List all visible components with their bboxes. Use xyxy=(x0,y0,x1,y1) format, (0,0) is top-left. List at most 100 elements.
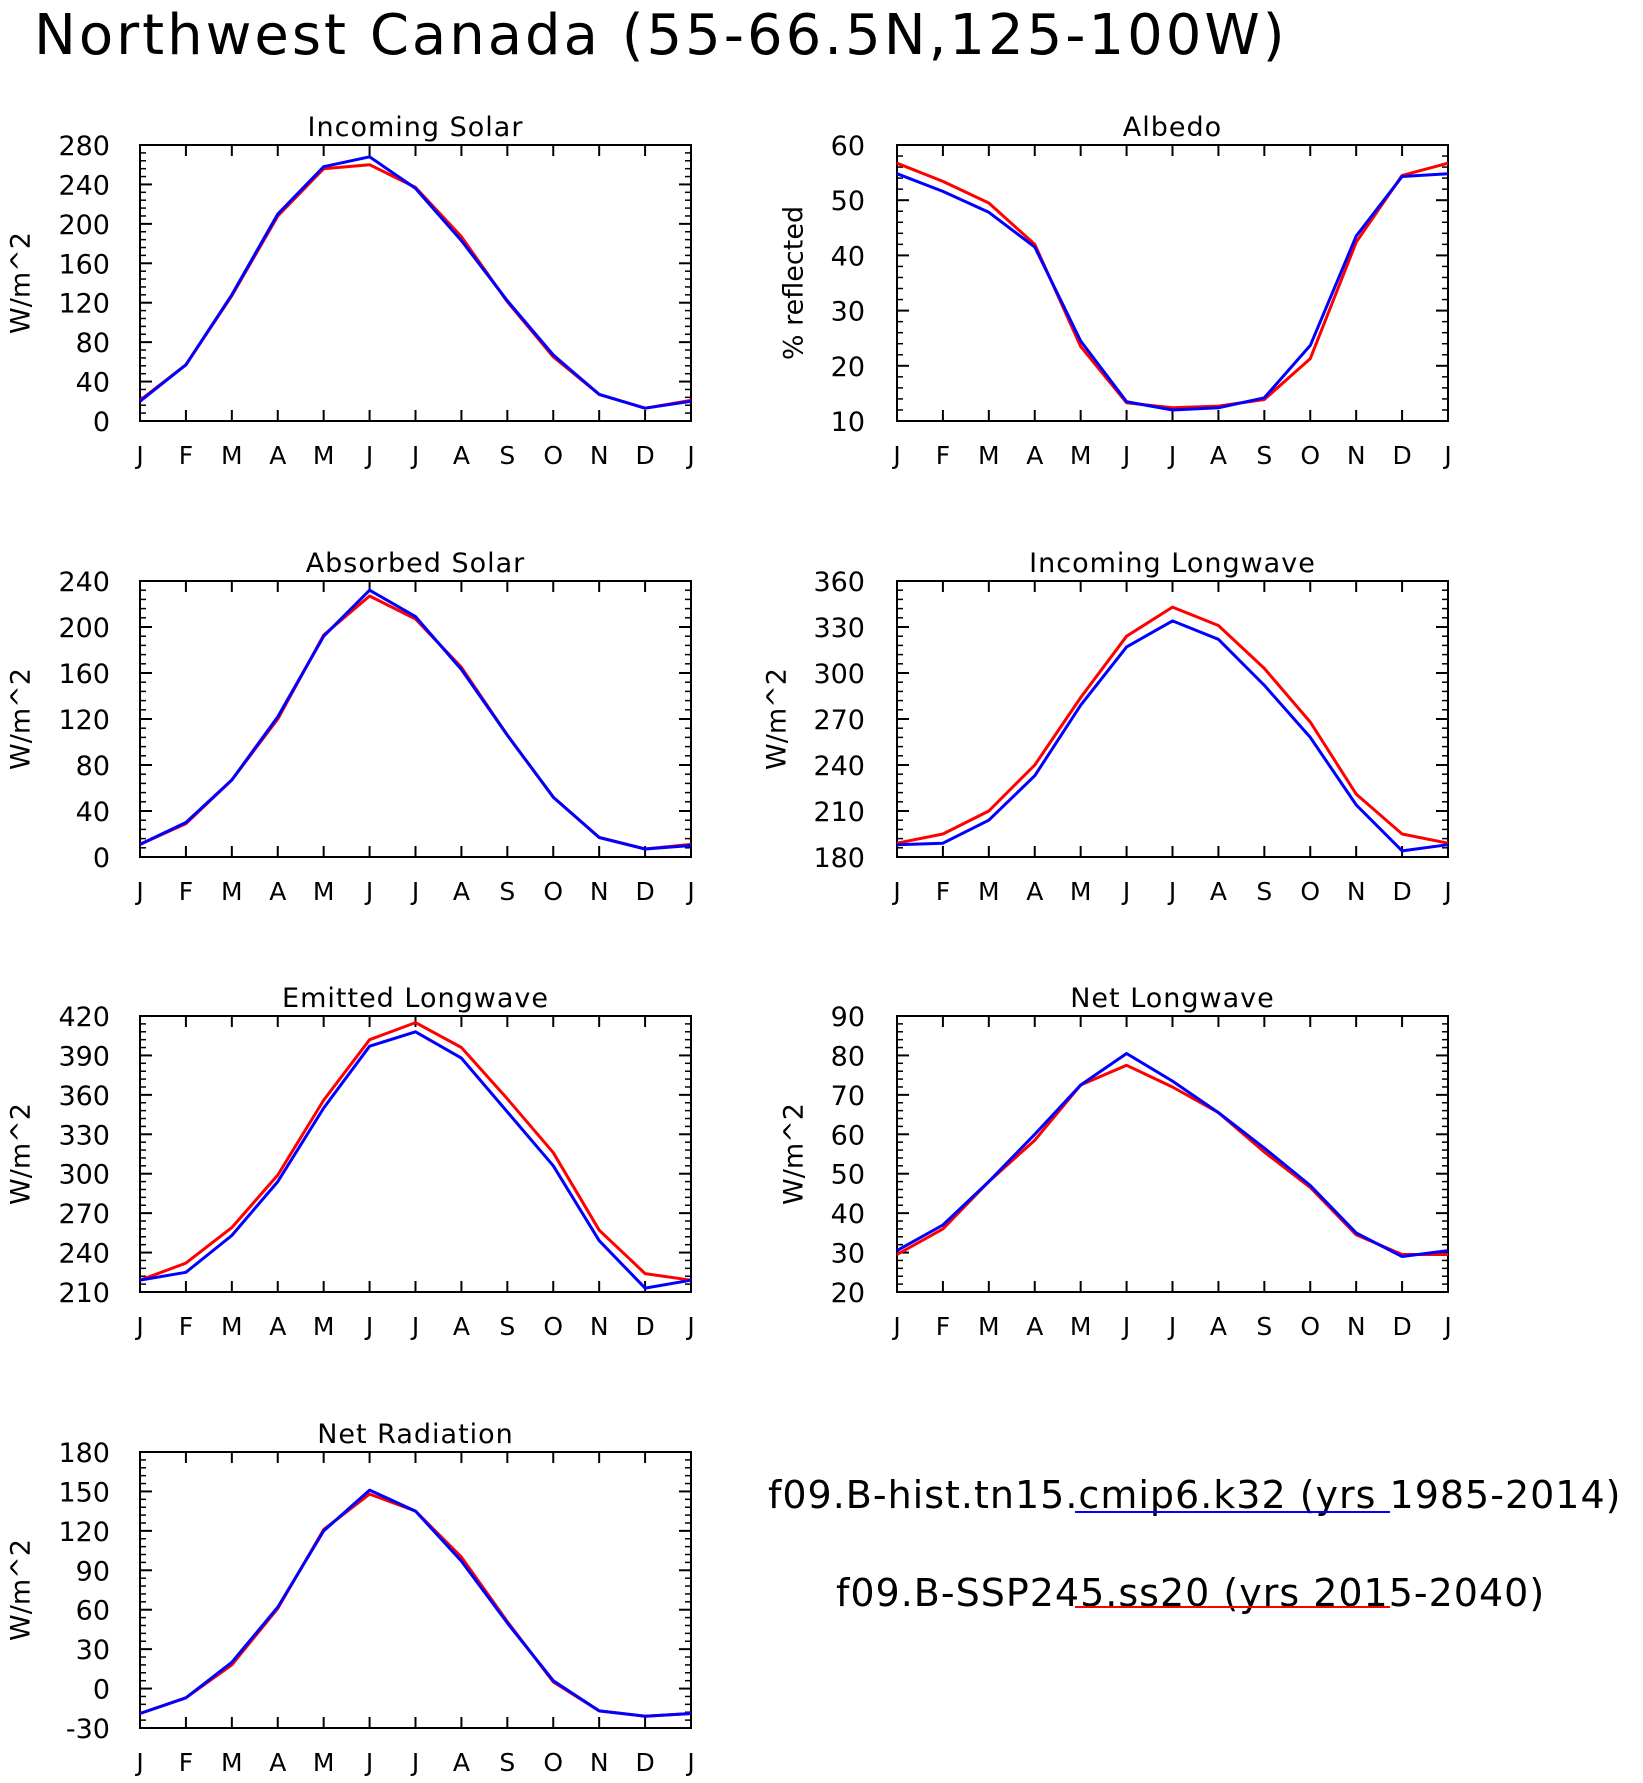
x-tick-label: J xyxy=(1442,1312,1451,1341)
y-tick-label: 20 xyxy=(831,352,865,383)
x-tick-label: O xyxy=(543,877,563,906)
x-tick-label: J xyxy=(1121,441,1130,470)
y-tick-label: 390 xyxy=(58,1041,110,1072)
x-tick-label: J xyxy=(891,1312,900,1341)
series-line-ssp xyxy=(139,594,692,851)
x-tick-label: A xyxy=(453,877,470,906)
x-tick-label: J xyxy=(685,1748,694,1777)
x-tick-label: A xyxy=(1210,441,1227,470)
y-axis-label: W/m^2 xyxy=(6,1103,37,1205)
y-tick-label: 240 xyxy=(58,567,110,598)
x-tick-label: F xyxy=(936,1312,950,1341)
x-tick-label: F xyxy=(179,441,193,470)
x-tick-label: J xyxy=(685,877,694,906)
x-tick-label: A xyxy=(269,877,286,906)
panel-title: Absorbed Solar xyxy=(306,548,526,579)
y-tick-label: 300 xyxy=(58,1160,110,1191)
x-tick-label: N xyxy=(590,441,609,470)
x-tick-label: J xyxy=(1167,441,1176,470)
series-line-ssp xyxy=(139,1021,692,1282)
y-tick-label: 180 xyxy=(813,843,865,874)
x-tick-label: J xyxy=(891,877,900,906)
y-tick-label: 300 xyxy=(813,659,865,690)
x-tick-label: J xyxy=(1442,877,1451,906)
y-axis-label: W/m^2 xyxy=(6,232,37,334)
y-tick-label: 60 xyxy=(831,131,865,162)
panel-title: Incoming Solar xyxy=(308,112,524,143)
y-tick-label: 270 xyxy=(813,705,865,736)
x-tick-label: M xyxy=(313,1748,335,1777)
series-line-hist xyxy=(896,619,1449,853)
x-tick-label: J xyxy=(410,1312,419,1341)
x-tick-label: A xyxy=(1026,877,1043,906)
series-line-ssp xyxy=(139,1492,692,1718)
panel-title: Emitted Longwave xyxy=(282,983,549,1014)
y-tick-label: 330 xyxy=(813,613,865,644)
x-tick-label: M xyxy=(978,441,1000,470)
y-axis-label: % reflected xyxy=(779,206,810,360)
x-tick-label: A xyxy=(269,441,286,470)
y-tick-label: 240 xyxy=(58,170,110,201)
x-tick-label: O xyxy=(1300,1312,1320,1341)
x-tick-label: D xyxy=(635,441,654,470)
x-tick-label: F xyxy=(179,1312,193,1341)
series-line-ssp xyxy=(896,605,1449,845)
y-tick-label: 70 xyxy=(831,1081,865,1112)
x-tick-label: J xyxy=(134,1748,143,1777)
x-tick-label: S xyxy=(1256,441,1272,470)
x-tick-label: J xyxy=(1121,877,1130,906)
x-tick-label: J xyxy=(410,877,419,906)
x-tick-label: S xyxy=(499,877,515,906)
x-tick-label: M xyxy=(221,1748,243,1777)
y-axis-label: W/m^2 xyxy=(779,1103,810,1205)
y-tick-label: 10 xyxy=(831,407,865,438)
y-tick-label: 280 xyxy=(58,131,110,162)
y-tick-label: 210 xyxy=(58,1278,110,1309)
x-tick-label: J xyxy=(1167,877,1176,906)
y-tick-label: 90 xyxy=(831,1002,865,1033)
x-tick-label: S xyxy=(1256,877,1272,906)
y-tick-label: 90 xyxy=(76,1556,110,1587)
x-tick-label: M xyxy=(978,1312,1000,1341)
series-line-hist xyxy=(139,1488,692,1718)
panel-title: Net Radiation xyxy=(317,1419,514,1450)
x-tick-label: D xyxy=(1392,441,1411,470)
x-tick-label: F xyxy=(179,877,193,906)
x-tick-label: S xyxy=(1256,1312,1272,1341)
x-tick-label: F xyxy=(179,1748,193,1777)
x-tick-label: M xyxy=(221,1312,243,1341)
panel-title: Net Longwave xyxy=(1070,983,1275,1014)
y-tick-label: 120 xyxy=(58,289,110,320)
x-tick-label: J xyxy=(364,877,373,906)
x-tick-label: D xyxy=(635,1312,654,1341)
y-tick-label: 30 xyxy=(831,1239,865,1270)
x-tick-label: N xyxy=(590,1312,609,1341)
y-tick-label: 180 xyxy=(58,1438,110,1469)
series-line-ssp xyxy=(896,1063,1448,1256)
x-tick-label: D xyxy=(1392,877,1411,906)
series-line-hist xyxy=(139,588,692,851)
y-tick-label: 0 xyxy=(93,843,110,874)
y-tick-label: 40 xyxy=(831,1199,865,1230)
x-tick-label: S xyxy=(499,1748,515,1777)
series-line-ssp xyxy=(896,161,1449,410)
x-tick-label: F xyxy=(936,441,950,470)
x-tick-label: J xyxy=(1121,1312,1130,1341)
y-tick-label: 60 xyxy=(831,1120,865,1151)
chart-panel-1: J F M A M J J A S O N D J04080120160200240280Incomin… xyxy=(6,112,695,470)
x-tick-label: J xyxy=(364,1748,373,1777)
x-tick-label: A xyxy=(453,1748,470,1777)
x-tick-label: O xyxy=(1300,441,1320,470)
y-tick-label: 30 xyxy=(831,297,865,328)
y-tick-label: 60 xyxy=(76,1596,110,1627)
y-tick-label: 240 xyxy=(813,751,865,782)
x-tick-label: D xyxy=(635,877,654,906)
x-tick-label: J xyxy=(685,441,694,470)
y-tick-label: 200 xyxy=(58,210,110,241)
x-tick-label: O xyxy=(543,1748,563,1777)
x-tick-label: S xyxy=(499,1312,515,1341)
y-tick-label: 40 xyxy=(831,241,865,272)
x-tick-label: J xyxy=(891,441,900,470)
